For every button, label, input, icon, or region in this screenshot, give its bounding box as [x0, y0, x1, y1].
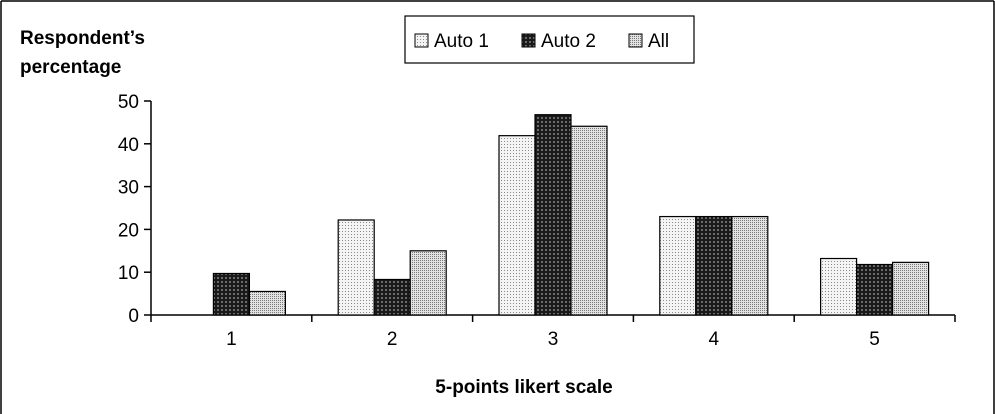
- y-ticks: 0 10 20 30 40 50: [118, 92, 151, 327]
- legend-label-all: All: [648, 31, 669, 52]
- bar-auto-2-cat-2: [373, 278, 411, 316]
- bar-auto-1-cat-5: [819, 257, 858, 316]
- bars: [212, 114, 930, 316]
- bar-auto-1-cat-4: [659, 215, 697, 316]
- legend-swatch-all: [628, 33, 643, 48]
- y-tick-label: 40: [118, 135, 139, 156]
- bar-auto-2-cat-1: [212, 272, 250, 316]
- bar-auto-2-cat-4: [695, 215, 733, 316]
- x-tick-label: 2: [387, 329, 398, 350]
- bar-auto-2-cat-5: [855, 263, 894, 316]
- y-tick-label: 30: [118, 178, 139, 199]
- legend-box: [404, 15, 695, 64]
- x-tick-label: 3: [548, 329, 559, 350]
- y-tick-label: 0: [128, 306, 139, 327]
- legend-label-auto-2: Auto 2: [541, 31, 596, 52]
- y-axis-title-line1: Respondent’s: [20, 28, 145, 49]
- bar-all-cat-4: [731, 215, 769, 316]
- bar-all-cat-2: [409, 250, 447, 316]
- x-tick-label: 5: [869, 329, 880, 350]
- legend-item-auto-2: Auto 2: [521, 31, 596, 52]
- legend-item-all: All: [628, 31, 669, 52]
- y-axis-title-line2: percentage: [20, 57, 121, 78]
- legend-label-auto-1: Auto 1: [434, 31, 489, 52]
- x-axis-title: 5-points likert scale: [435, 377, 612, 398]
- bar-all-cat-1: [248, 290, 286, 316]
- legend-swatch-auto-1: [414, 33, 429, 48]
- x-tick-label: 1: [226, 329, 237, 350]
- legend-item-auto-1: Auto 1: [414, 31, 489, 52]
- legend: Auto 1 Auto 2 All: [404, 15, 695, 64]
- bar-all-cat-5: [891, 261, 930, 316]
- x-ticks: 1 2 3 4 5: [150, 315, 956, 350]
- y-tick-label: 50: [118, 92, 139, 113]
- x-tick-label: 4: [709, 329, 720, 350]
- bar-auto-2-cat-3: [534, 114, 572, 316]
- legend-swatch-auto-2: [521, 33, 536, 48]
- bar-auto-1-cat-3: [498, 135, 536, 316]
- bar-all-cat-3: [570, 125, 608, 316]
- y-tick-label: 20: [118, 220, 139, 241]
- y-tick-label: 10: [118, 263, 139, 284]
- bar-auto-1-cat-2: [337, 219, 375, 316]
